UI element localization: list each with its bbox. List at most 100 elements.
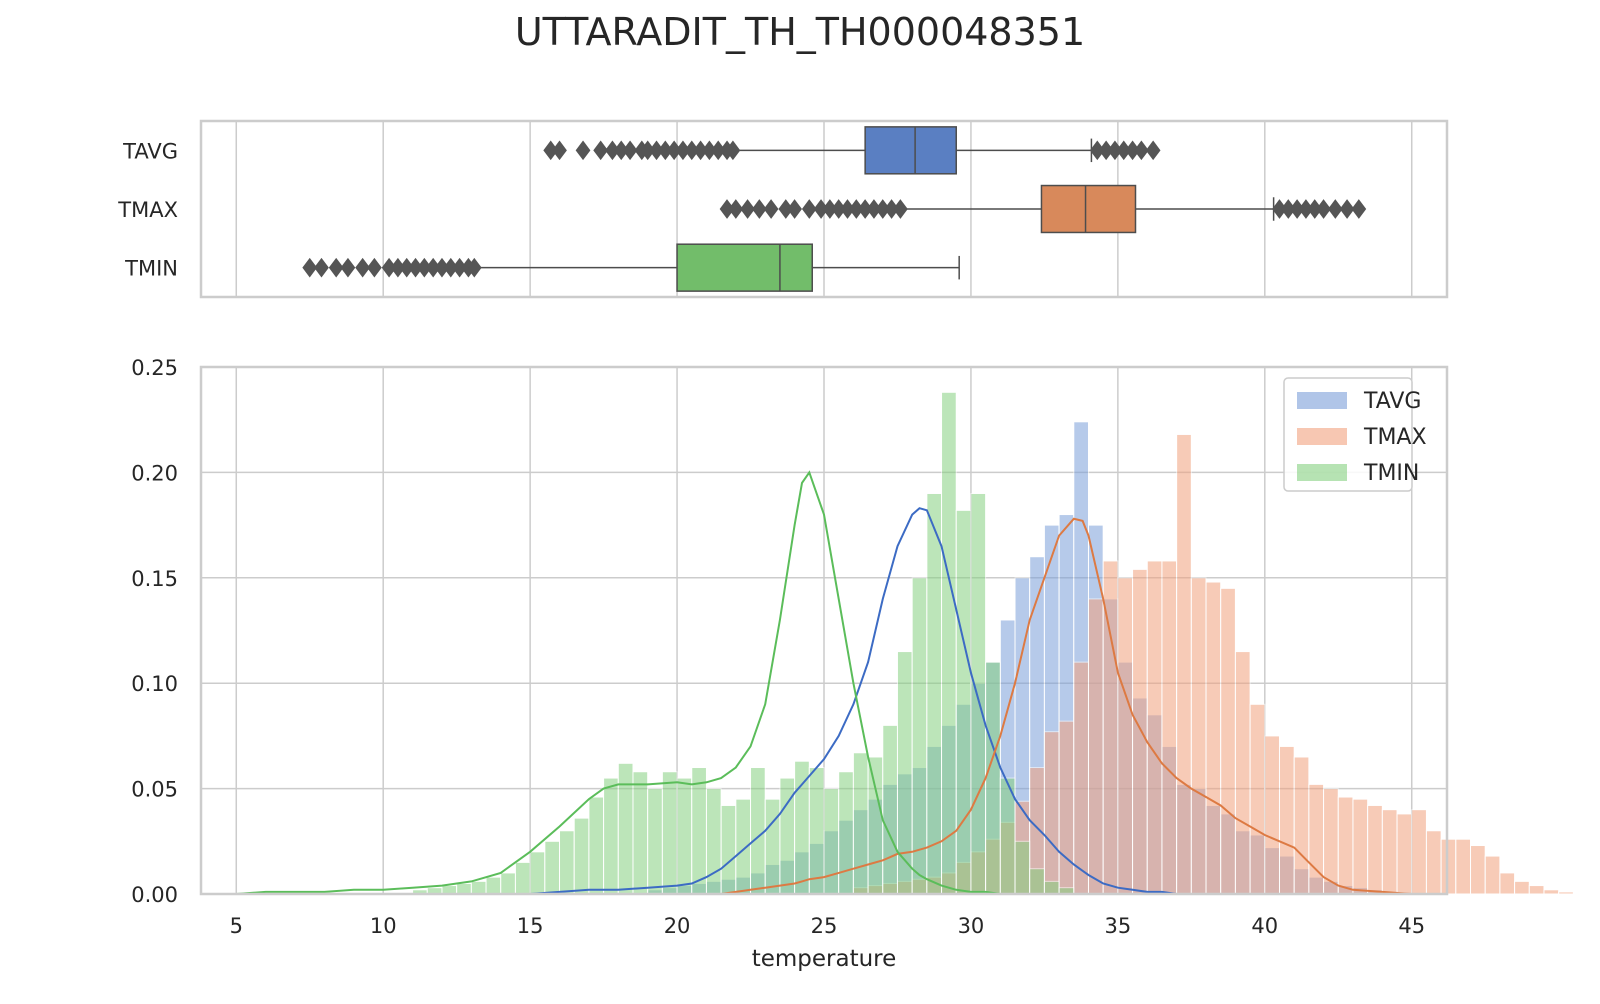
hist-bar bbox=[691, 767, 707, 895]
hist-bar bbox=[603, 777, 619, 895]
hist-bar bbox=[911, 577, 928, 895]
hist-bar bbox=[823, 788, 840, 895]
legend-swatch bbox=[1297, 428, 1347, 445]
hist-bar bbox=[882, 724, 898, 895]
box-outlier bbox=[593, 140, 609, 161]
x-tick-label: 35 bbox=[1105, 914, 1132, 938]
hist-bar bbox=[1058, 720, 1075, 895]
y-tick-label: 0.15 bbox=[131, 567, 178, 591]
box-category-label: TAVG bbox=[122, 139, 178, 163]
legend-swatch bbox=[1297, 392, 1347, 409]
hist-bar bbox=[1411, 809, 1427, 895]
box-outlier bbox=[1327, 199, 1343, 219]
box-outlier bbox=[552, 140, 567, 161]
boxplot-tavg: TAVG bbox=[122, 126, 1161, 175]
hist-bar bbox=[1234, 651, 1251, 895]
hist-bar bbox=[852, 752, 869, 895]
hist-bar bbox=[838, 771, 854, 895]
chart-title: UTTARADIT_TH_TH000048351 bbox=[514, 10, 1086, 54]
hist-bar bbox=[1087, 598, 1104, 895]
hist-bar bbox=[1367, 804, 1383, 895]
hist-bar bbox=[794, 760, 810, 895]
hist-bar bbox=[1440, 838, 1457, 895]
hist-bar bbox=[985, 661, 1001, 895]
hist-bar bbox=[1499, 872, 1516, 895]
hist-bar bbox=[1308, 783, 1325, 895]
hist-bar bbox=[1043, 731, 1060, 895]
hist-bar bbox=[1425, 830, 1442, 895]
hist-bar bbox=[1264, 735, 1280, 895]
hist-bar bbox=[705, 788, 722, 895]
boxplot-frame bbox=[199, 119, 1449, 299]
hist-bar bbox=[647, 788, 663, 895]
hist-bar bbox=[544, 840, 561, 895]
hist-bar bbox=[573, 817, 590, 895]
box-outlier bbox=[1134, 140, 1149, 161]
y-tick-label: 0.25 bbox=[131, 356, 178, 380]
x-tick-label: 10 bbox=[370, 914, 397, 938]
hist-bar bbox=[926, 492, 943, 895]
box-category-label: TMAX bbox=[117, 198, 178, 222]
histogram-frame bbox=[199, 365, 1449, 896]
hist-bar bbox=[1117, 577, 1134, 895]
hist-bar bbox=[470, 880, 487, 895]
box-iqr bbox=[864, 126, 957, 175]
x-tick-label: 30 bbox=[958, 914, 985, 938]
hist-bar bbox=[1146, 560, 1163, 895]
box-outlier bbox=[622, 140, 638, 161]
hist-bar bbox=[529, 851, 546, 895]
x-axis-label: temperature bbox=[752, 946, 897, 972]
box-outlier bbox=[801, 199, 817, 219]
x-tick-label: 5 bbox=[230, 914, 243, 938]
hist-bar bbox=[1543, 889, 1560, 895]
hist-bar bbox=[896, 651, 913, 895]
hist-series-tmin bbox=[412, 391, 1075, 895]
box-outlier bbox=[1339, 199, 1355, 219]
box-category-label: TMIN bbox=[124, 257, 178, 281]
box-iqr bbox=[1040, 184, 1137, 234]
hist-bar bbox=[485, 876, 502, 895]
x-tick-label: 20 bbox=[664, 914, 691, 938]
x-tick-label: 45 bbox=[1398, 914, 1425, 938]
hist-bar bbox=[1484, 855, 1501, 895]
box-outlier bbox=[1351, 199, 1367, 219]
boxplot-panel: TAVG TMAX TMIN bbox=[117, 119, 1449, 299]
box-outlier bbox=[893, 199, 908, 219]
x-tick-label: 15 bbox=[517, 914, 544, 938]
box-outlier bbox=[787, 199, 802, 219]
box-outlier bbox=[302, 257, 318, 278]
box-outlier bbox=[314, 257, 329, 278]
hist-bar bbox=[588, 796, 605, 895]
hist-bar bbox=[1455, 838, 1472, 895]
hist-bar bbox=[970, 492, 987, 895]
boxplot-tmax: TMAX bbox=[117, 184, 1367, 234]
hist-bar bbox=[456, 882, 472, 895]
hist-bar bbox=[500, 872, 516, 895]
x-tick-label: 25 bbox=[811, 914, 838, 938]
hist-bar bbox=[1014, 840, 1031, 895]
box-outlier bbox=[751, 199, 767, 219]
y-tick-label: 0.10 bbox=[131, 672, 178, 696]
hist-series-tmax bbox=[852, 433, 1574, 895]
hist-bar bbox=[1337, 796, 1354, 895]
y-tick-label: 0.00 bbox=[131, 883, 178, 907]
hist-bar bbox=[1249, 703, 1266, 895]
box-outlier bbox=[328, 257, 344, 278]
box-outlier bbox=[1145, 140, 1161, 161]
legend: TAVG TMAX TMIN bbox=[1283, 377, 1427, 492]
hist-bar bbox=[1293, 756, 1310, 895]
hist-bar bbox=[1220, 587, 1236, 895]
hist-bar bbox=[1029, 868, 1045, 895]
box-outlier bbox=[725, 140, 741, 161]
hist-bar bbox=[867, 756, 884, 895]
box-outlier bbox=[355, 257, 371, 278]
hist-bar bbox=[632, 771, 649, 895]
hist-bar bbox=[1161, 560, 1178, 895]
hist-bar bbox=[676, 777, 693, 895]
hist-bar bbox=[559, 830, 575, 895]
legend-label: TMIN bbox=[1363, 461, 1419, 486]
hist-bar bbox=[1205, 581, 1222, 895]
box-outlier bbox=[367, 257, 382, 278]
